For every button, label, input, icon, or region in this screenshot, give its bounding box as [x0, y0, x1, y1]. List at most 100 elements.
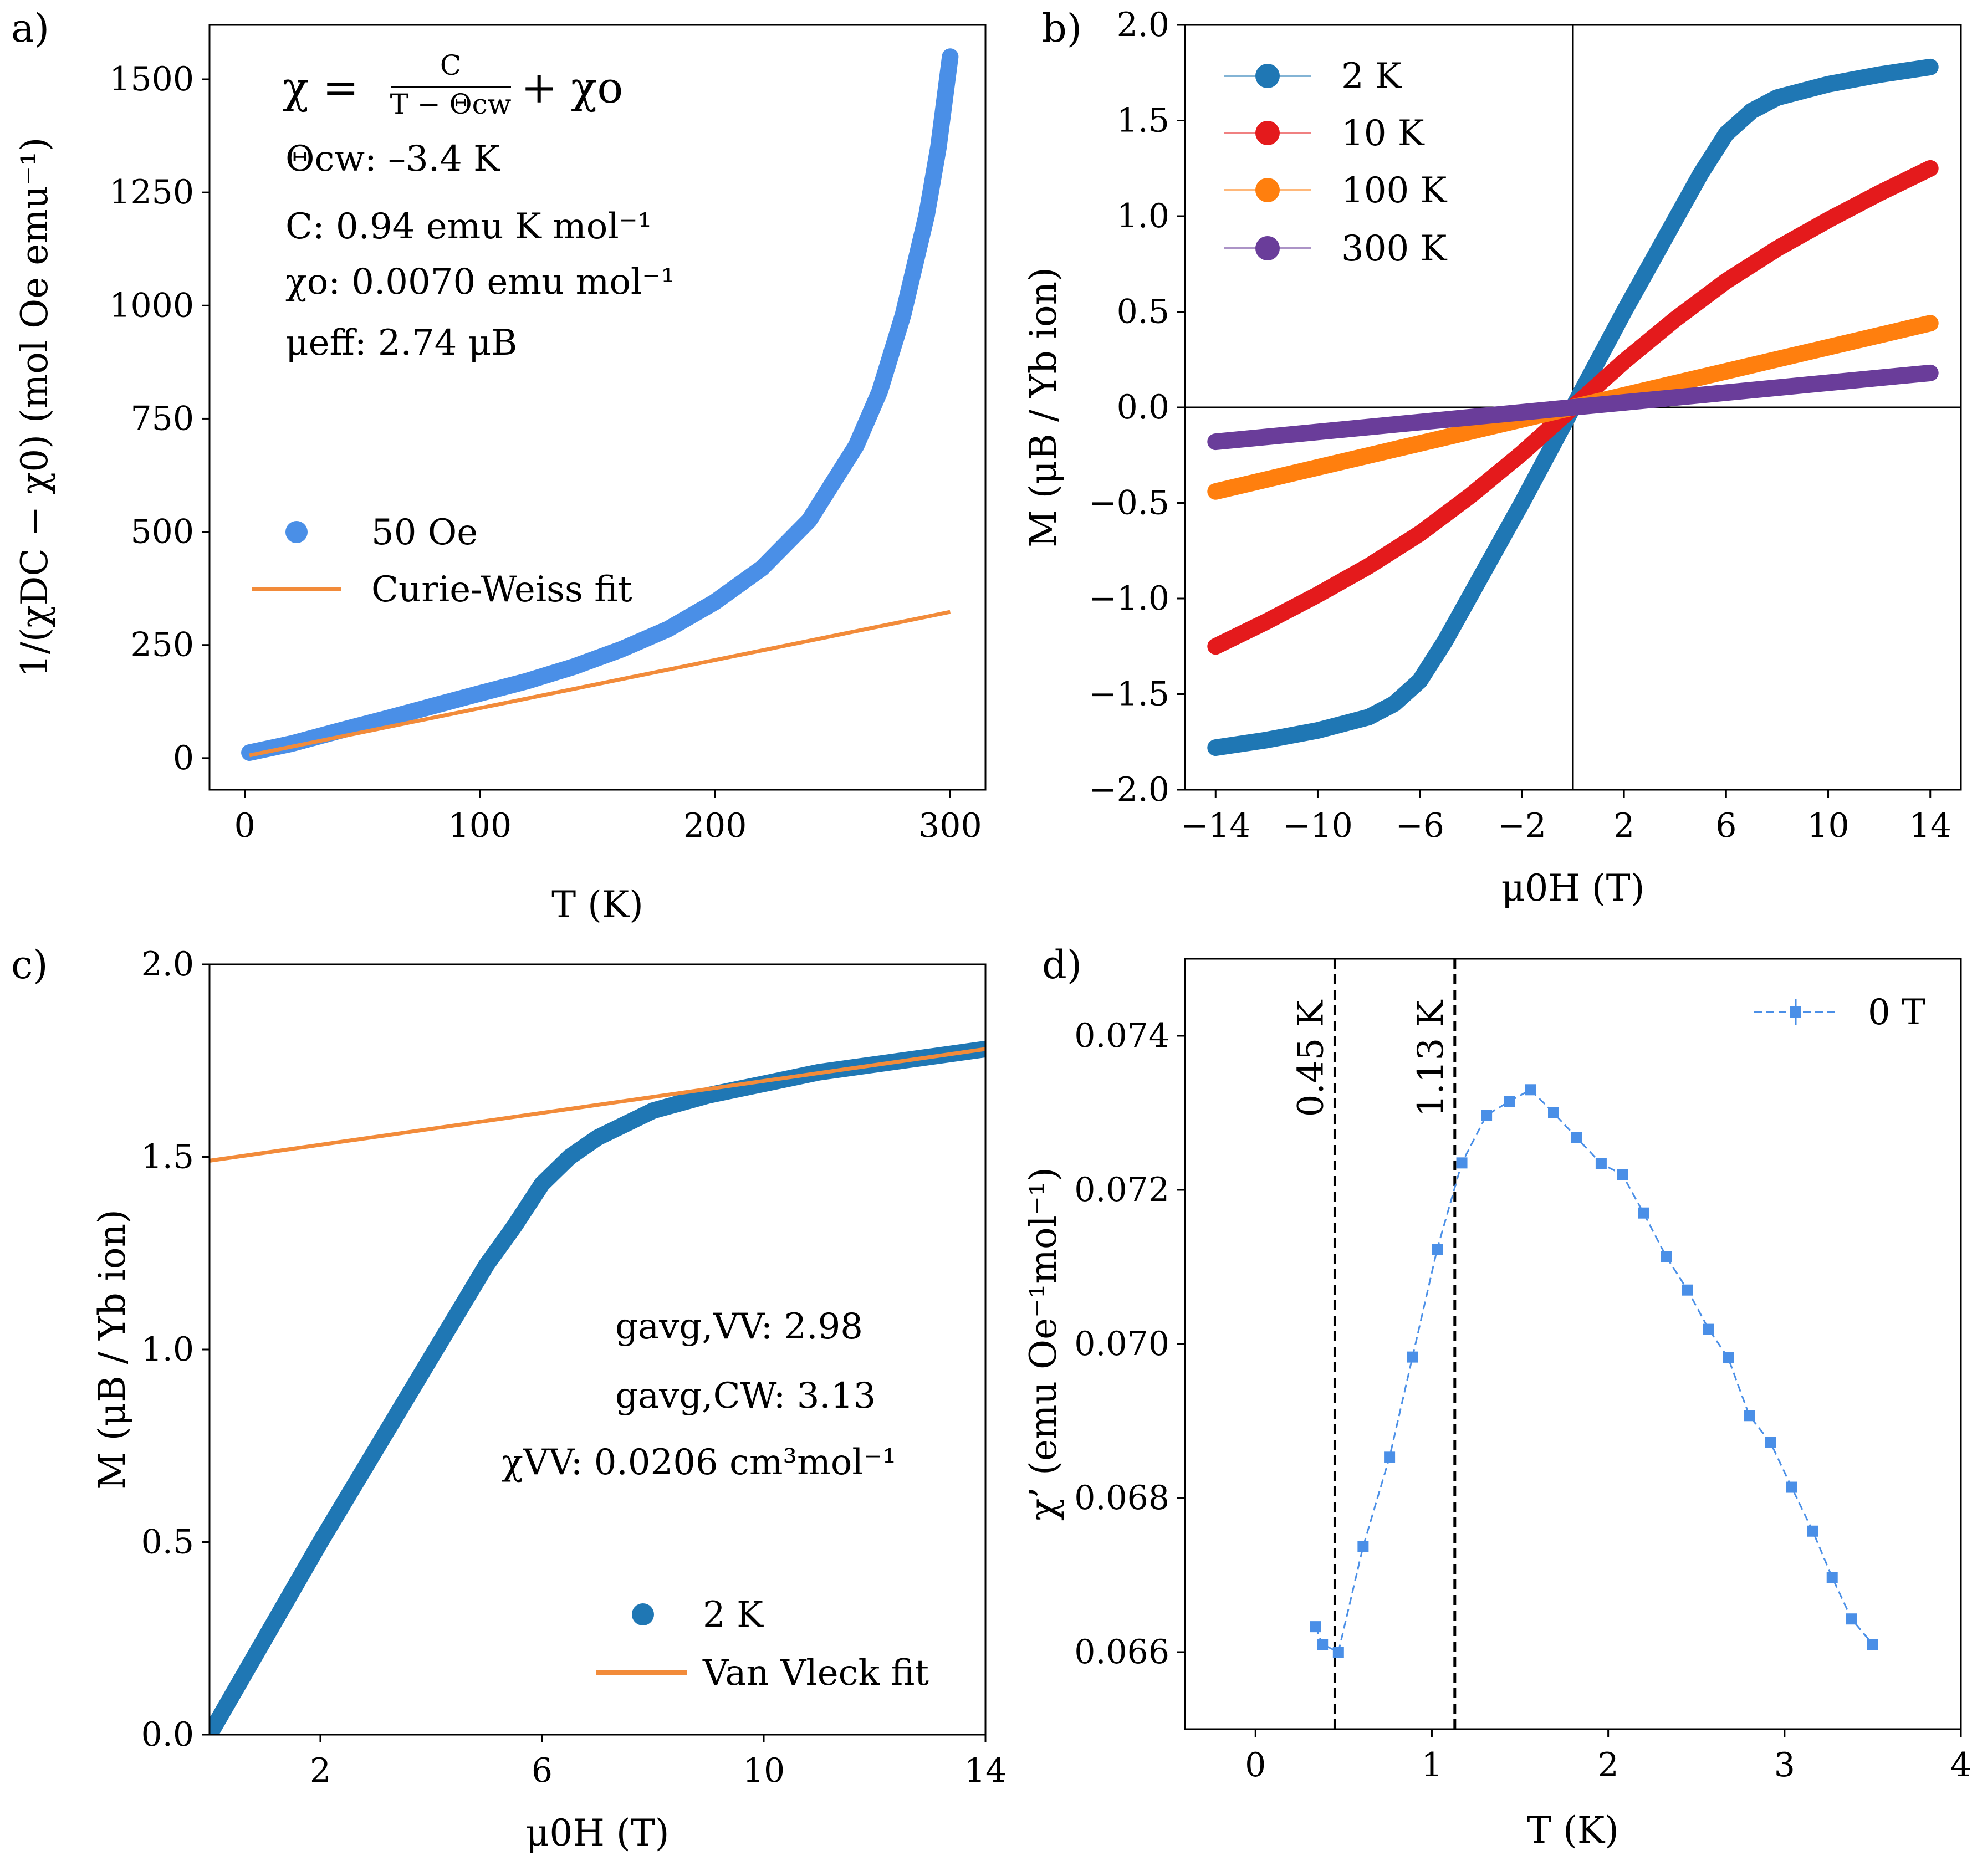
panel-a-ytick-label: 500 [130, 513, 194, 551]
panel-b-ytick-label: 2.0 [1117, 6, 1169, 44]
panel-b-ytick-label: −1.0 [1089, 579, 1169, 618]
series-0t-point [1548, 1107, 1559, 1118]
panel-c-ytick-label: 0.0 [141, 1715, 194, 1754]
panel-b-ytick-label: −2.0 [1089, 770, 1169, 809]
panel-a-chart: 0 100 200 300 0 250 500 750 1000 1250 1500 T (K) 1… [13, 24, 987, 926]
theta-cw-annotation: Θcw: –3.4 K [285, 139, 500, 180]
panel-c-xtick-label: 14 [964, 1751, 1007, 1790]
formula-lhs: χ = [283, 63, 359, 113]
panel-b-xtick-label: 10 [1807, 806, 1849, 845]
legend-label-series-300k: 300 K [1341, 228, 1448, 269]
panel-a-ytick-label: 1000 [109, 286, 194, 325]
panel-b-ytick-label: 1.5 [1117, 101, 1169, 140]
series-0t-point [1595, 1158, 1607, 1169]
panel-a-ytick-label: 0 [173, 739, 194, 778]
series-0t-point [1407, 1351, 1418, 1363]
panel-c-marks [209, 1040, 986, 1735]
legend-label-0t: 0 T [1868, 992, 1925, 1033]
series-0t-point [1723, 1352, 1734, 1364]
series-0t-point [1332, 1647, 1344, 1658]
series-0t-point [1846, 1613, 1857, 1625]
panel-a-marks [241, 48, 959, 761]
legend-marker-series-300k [1255, 236, 1280, 260]
panel-b-xtick-label: −2 [1498, 806, 1546, 845]
panel-d-xtick-label: 1 [1421, 1746, 1442, 1785]
panel-b-xtick-label: −6 [1395, 806, 1444, 845]
series-0t-point [1786, 1481, 1797, 1493]
series-0t-point [1682, 1284, 1693, 1296]
g-vv-annotation: gavg,VV: 2.98 [615, 1306, 863, 1347]
series-van-vleck-fit [209, 1047, 986, 1163]
panel-d-ytick-label: 0.068 [1074, 1479, 1169, 1517]
panel-a-ytick-label: 750 [130, 399, 194, 438]
panel-b-ytick-label: −0.5 [1089, 484, 1169, 523]
panel-b-ytick-label: 1.0 [1117, 197, 1169, 236]
panel-a-xtick-label: 100 [448, 806, 512, 845]
chi-vv-annotation: χVV: 0.0206 cm³mol⁻¹ [502, 1442, 896, 1483]
panel-c-xtick-label: 6 [532, 1751, 553, 1790]
panel-b-xtick-label: −10 [1283, 806, 1353, 845]
legend-label-2k-c: 2 K [703, 1594, 764, 1635]
panel-d-ticks: 0 1 2 3 4 0.066 0.068 0.070 0.072 0.074 [1074, 1016, 1971, 1785]
legend-label-van-vleck: Van Vleck fit [702, 1653, 929, 1694]
legend-marker-series-100k [1255, 178, 1280, 202]
vline-label-1: 1.13 K [1411, 999, 1452, 1117]
panel-a-xtick-label: 200 [683, 806, 747, 845]
panel-b-ytick-label: −1.5 [1089, 675, 1169, 714]
series-0t-point [1744, 1410, 1755, 1422]
panel-d-ylabel: χ’ (emu Oe⁻¹mol⁻¹) [1022, 1167, 1065, 1521]
panel-label-a: a) [11, 6, 49, 51]
panel-d-ytick-label: 0.072 [1074, 1170, 1169, 1209]
panel-c-ticks: 2 6 10 14 0.0 0.5 1.0 1.5 2.0 [141, 945, 1007, 1790]
panel-d-vline-labels: 0.45 K 1.13 K [1290, 999, 1451, 1117]
series-0t-point [1504, 1096, 1515, 1107]
panel-a-ylabel: 1/(χDC − χ0) (mol Oe emu⁻¹) [13, 137, 56, 678]
series-0t-point [1310, 1621, 1321, 1633]
panel-c-chart: 2 6 10 14 0.0 0.5 1.0 1.5 2.0 μ0H (T) M (μB / Yb… [91, 945, 1007, 1854]
panel-b-ylabel: M (μB / Yb ion) [1022, 267, 1065, 548]
panel-d-marks [1310, 959, 1878, 1729]
legend-label-series-100k: 100 K [1341, 170, 1448, 211]
panel-b-xtick-label: 14 [1909, 806, 1951, 845]
panel-b-legend: 2 K 10 K 100 K 300 K [1224, 56, 1448, 269]
panel-a-ytick-label: 250 [130, 626, 194, 664]
series-0t-point [1456, 1157, 1468, 1169]
panel-b-xtick-label: 2 [1613, 806, 1634, 845]
series-0t-point [1317, 1639, 1329, 1650]
panel-a-ytick-label: 1250 [109, 173, 194, 212]
panel-d-xtick-label: 3 [1774, 1746, 1795, 1785]
panel-a-xtick-label: 300 [918, 806, 982, 845]
series-0t-point [1525, 1084, 1536, 1096]
panel-a-ticks: 0 100 200 300 0 250 500 750 1000 1250 1500 [109, 60, 982, 845]
series-0t-point [1617, 1169, 1628, 1180]
panel-d-chart: 0 1 2 3 4 0.066 0.068 0.070 0.072 0.074 T (K) χ’ … [1022, 958, 1971, 1852]
panel-c-ytick-label: 1.0 [141, 1330, 194, 1369]
legend-label-series-2k: 2 K [1341, 56, 1402, 97]
panel-c-ytick-label: 2.0 [141, 945, 194, 984]
panel-d-ytick-label: 0.070 [1074, 1325, 1169, 1363]
legend-marker-series-2k [1255, 64, 1280, 88]
panel-c-xtick-label: 10 [743, 1751, 785, 1790]
series-curie-weiss-fit [249, 610, 951, 758]
series-0t-point [1867, 1639, 1878, 1650]
series-50oe-data [241, 48, 959, 761]
series-0t-line [1315, 1088, 1874, 1654]
panel-b-chart: −14 −10 −6 −2 2 6 10 14 −2.0 −1.5 −1.0 −0.5 0.0 0.5 1.… [1022, 6, 1962, 909]
panel-c-xtick-label: 2 [310, 1751, 331, 1790]
panel-b-marks [1185, 25, 1961, 790]
vline-label-0: 0.45 K [1290, 999, 1331, 1117]
panel-d-ytick-label: 0.074 [1074, 1016, 1169, 1055]
panel-b-xlabel: μ0H (T) [1501, 867, 1645, 909]
series-0t-point [1661, 1251, 1672, 1262]
panel-c-ytick-label: 1.5 [141, 1138, 194, 1177]
series-0t-point [1826, 1572, 1838, 1583]
panel-b-ticks: −14 −10 −6 −2 2 6 10 14 −2.0 −1.5 −1.0 −0.5 0.0 0.5 1.… [1089, 6, 1951, 845]
g-cw-annotation: gavg,CW: 3.13 [615, 1376, 876, 1417]
legend-marker-50oe [285, 521, 308, 543]
series-0t-point [1432, 1244, 1443, 1255]
mueff-annotation: μeff: 2.74 μB [285, 323, 517, 364]
panel-d-xtick-label: 4 [1950, 1746, 1971, 1785]
formula-rhs: + χo [521, 63, 623, 113]
series-0t-point [1765, 1437, 1776, 1448]
